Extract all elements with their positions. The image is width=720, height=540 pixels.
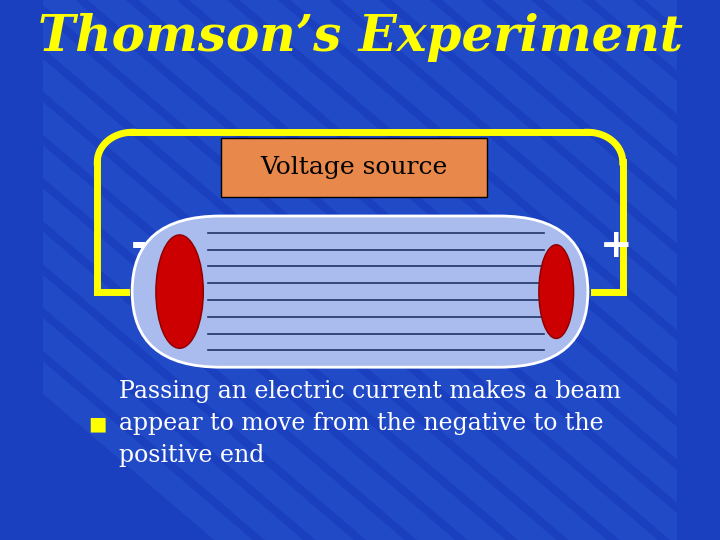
Text: Voltage source: Voltage source [260,156,447,179]
Text: Thomson’s Experiment: Thomson’s Experiment [37,14,683,62]
Text: +: + [600,227,633,265]
FancyBboxPatch shape [221,138,487,197]
Ellipse shape [156,235,203,348]
Text: ■: ■ [88,414,106,434]
Ellipse shape [539,245,574,339]
Text: -: - [130,227,146,265]
Text: Passing an electric current makes a beam
appear to move from the negative to the: Passing an electric current makes a beam… [120,380,621,468]
FancyBboxPatch shape [132,216,588,367]
